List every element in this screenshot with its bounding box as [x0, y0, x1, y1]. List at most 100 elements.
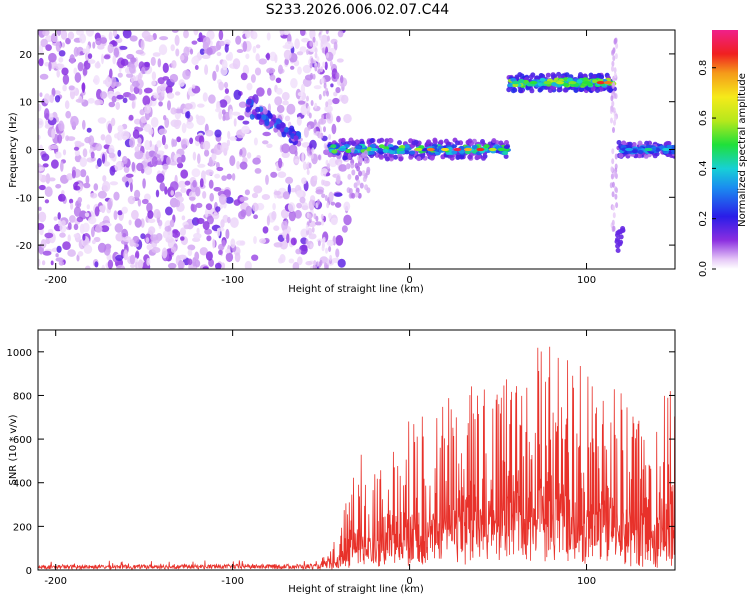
heatmap-cell [116, 94, 124, 100]
heatmap-cell [208, 94, 216, 104]
heatmap-cell [366, 166, 371, 173]
heatmap-cell [89, 192, 98, 199]
heatmap-cell [108, 101, 116, 108]
heatmap-cell [662, 147, 671, 152]
heatmap-cell [323, 82, 327, 89]
heatmap-cell [262, 140, 269, 145]
heatmap-cell [568, 81, 577, 85]
heatmap-cell [202, 92, 208, 102]
heatmap-cell [592, 79, 598, 84]
heatmap-cell [107, 259, 114, 269]
heatmap-cell [621, 140, 627, 146]
heatmap-cell [180, 169, 189, 179]
heatmap-cell [86, 127, 92, 133]
heatmap-cell [316, 260, 320, 267]
heatmap-cell [39, 73, 49, 80]
heatmap-cell [387, 144, 394, 149]
heatmap-cell [275, 87, 283, 95]
heatmap-cell [112, 55, 116, 65]
heatmap-cell [308, 112, 312, 119]
heatmap-cell [321, 193, 326, 199]
heatmap-cell [287, 184, 291, 195]
heatmap-cell [321, 77, 324, 84]
heatmap-cell [282, 191, 290, 200]
heatmap-cell [87, 59, 96, 64]
heatmap-cell [241, 125, 250, 134]
heatmap-cell [529, 81, 538, 85]
heatmap-cell [144, 104, 152, 114]
heatmap-cell [77, 61, 84, 72]
heatmap-cell [80, 169, 87, 178]
heatmap-cell [108, 144, 115, 155]
heatmap-cell [283, 49, 292, 60]
heatmap-cell [617, 229, 623, 235]
heatmap-cell [224, 43, 229, 53]
heatmap-cell [331, 123, 337, 135]
heatmap-cell [112, 30, 118, 37]
heatmap-cell [503, 145, 510, 149]
heatmap-cell [150, 234, 159, 241]
heatmap-cell [137, 137, 142, 144]
heatmap-cell [611, 60, 615, 67]
heatmap-cell [378, 144, 385, 149]
heatmap-cell [318, 132, 322, 139]
heatmap-cell [252, 46, 257, 54]
heatmap-cell [125, 180, 129, 188]
heatmap-cell [48, 177, 56, 182]
heatmap-cell [60, 30, 68, 40]
heatmap-cell [325, 264, 329, 269]
heatmap-cell [204, 64, 209, 75]
heatmap-cell [242, 41, 248, 52]
heatmap-cell [57, 63, 65, 70]
colorbar-tick-label: 0.6 [698, 110, 709, 126]
heatmap-cell [483, 144, 490, 149]
heatmap-cell [204, 228, 213, 235]
heatmap-cell [53, 216, 58, 221]
heatmap-cell [242, 64, 250, 76]
heatmap-cell [403, 144, 410, 149]
heatmap-cell [616, 140, 622, 145]
heatmap-cell [358, 157, 363, 164]
heatmap-cell [310, 265, 313, 269]
heatmap-cell [75, 98, 85, 103]
heatmap-cell [322, 61, 326, 68]
heatmap-cell [51, 159, 59, 169]
heatmap-cell [225, 196, 234, 204]
heatmap-cell [230, 217, 239, 229]
heatmap-cell [224, 88, 229, 94]
heatmap-cell [61, 42, 65, 48]
heatmap-cell [131, 101, 135, 109]
heatmap-cell [79, 33, 86, 44]
heatmap-cell [382, 149, 389, 153]
heatmap-cell [300, 83, 306, 95]
heatmap-cell [100, 134, 106, 141]
heatmap-cell [556, 81, 564, 85]
heatmap-cell [221, 175, 227, 182]
heatmap-cell [189, 137, 194, 145]
heatmap-cell [614, 239, 620, 245]
heatmap-cell [302, 64, 312, 74]
heatmap-cell [59, 232, 66, 238]
heatmap-cell [378, 154, 384, 160]
heatmap-cell [268, 120, 274, 127]
heatmap-cell [192, 257, 197, 267]
heatmap-cell [187, 249, 193, 257]
heatmap-cell [464, 147, 472, 152]
snr-y-axis: 0 200 400 600 800 1000 [7, 348, 675, 577]
heatmap-cell [158, 44, 168, 56]
heatmap-cell [59, 224, 67, 233]
heatmap-cell [143, 157, 152, 163]
heatmap-cell [355, 174, 359, 181]
heatmap-cell [329, 254, 333, 261]
snr-plot-area [38, 346, 675, 570]
heatmap-cell [221, 239, 226, 247]
heatmap-cell [55, 257, 64, 262]
heatmap-cell [232, 58, 241, 70]
heatmap-cell [100, 225, 110, 233]
heatmap-cell [128, 93, 136, 101]
heatmap-cell [220, 142, 229, 153]
snr-ytick-label: 1000 [7, 348, 32, 359]
heatmap-cell [100, 91, 108, 99]
heatmap-cell [57, 134, 63, 144]
snr-ytick-label: 0 [26, 566, 32, 577]
